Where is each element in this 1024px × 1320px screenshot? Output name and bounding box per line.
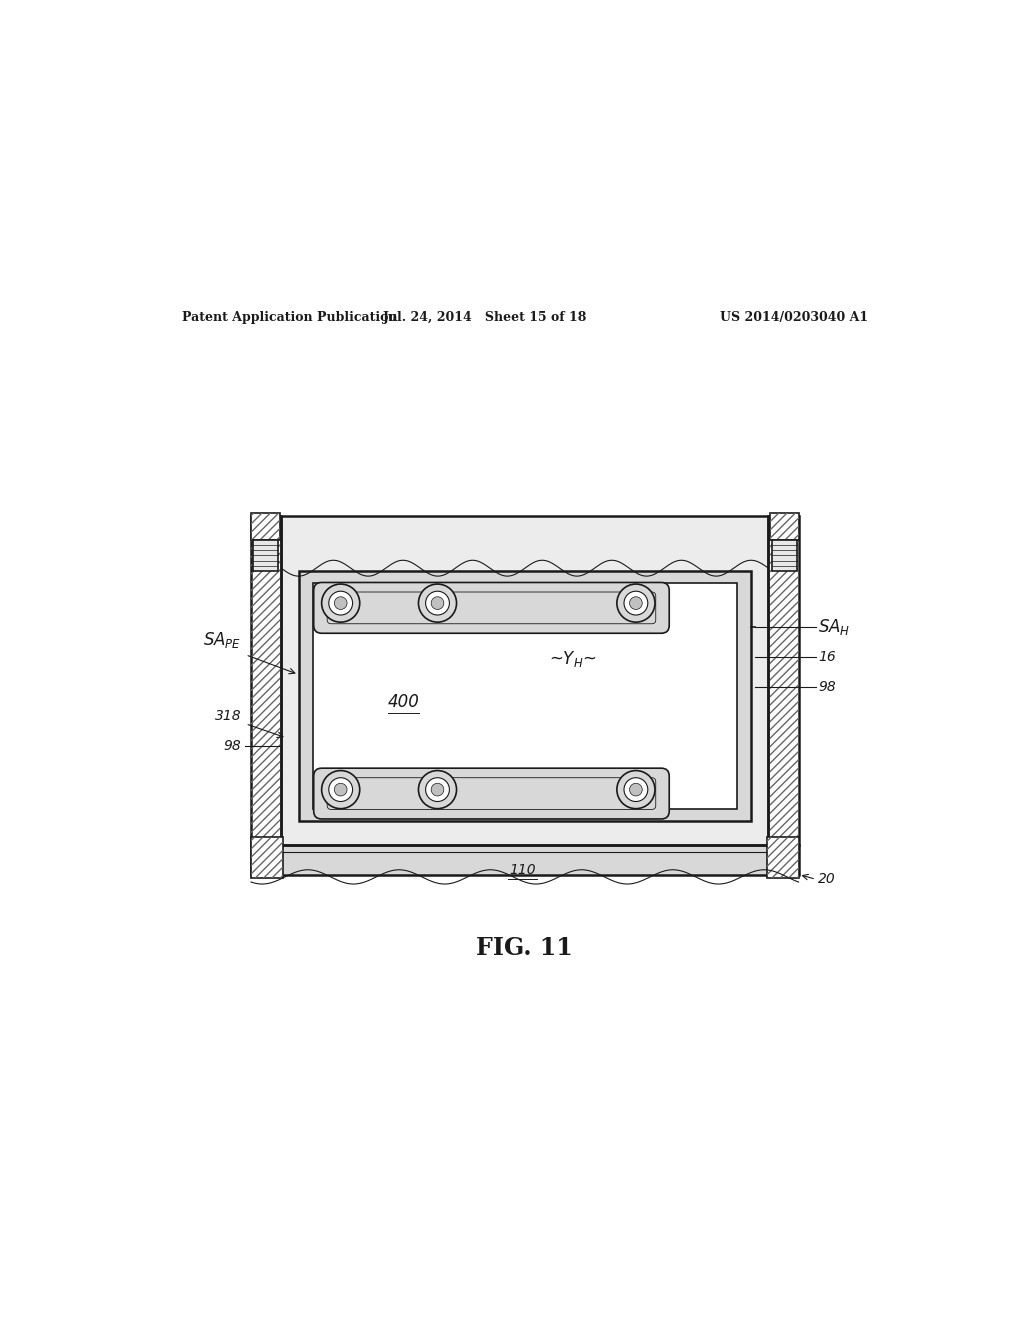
Bar: [282, 516, 768, 845]
Bar: [768, 516, 799, 845]
Bar: [251, 837, 283, 879]
Text: Patent Application Publication: Patent Application Publication: [182, 312, 397, 323]
Bar: [767, 837, 799, 879]
Text: FIG. 11: FIG. 11: [476, 936, 573, 961]
Circle shape: [624, 591, 648, 615]
Text: 400: 400: [387, 693, 419, 711]
Circle shape: [426, 777, 450, 801]
Bar: [251, 516, 282, 845]
Circle shape: [334, 597, 347, 610]
Circle shape: [322, 583, 359, 622]
FancyBboxPatch shape: [313, 582, 670, 634]
Circle shape: [616, 771, 655, 809]
Circle shape: [329, 591, 352, 615]
Text: 20: 20: [818, 873, 837, 886]
Circle shape: [431, 597, 443, 610]
Circle shape: [431, 783, 443, 796]
Bar: [768, 516, 799, 845]
Circle shape: [329, 777, 352, 801]
Text: 98: 98: [818, 680, 837, 694]
Circle shape: [419, 771, 457, 809]
Text: $SA_{PE}$: $SA_{PE}$: [203, 631, 242, 651]
Text: 318: 318: [215, 709, 242, 723]
Bar: [251, 516, 282, 845]
Circle shape: [630, 783, 642, 796]
Circle shape: [630, 597, 642, 610]
Bar: [313, 583, 736, 809]
Text: US 2014/0203040 A1: US 2014/0203040 A1: [720, 312, 867, 323]
Bar: [251, 845, 799, 875]
Circle shape: [419, 583, 457, 622]
Bar: [299, 572, 751, 821]
Text: 110: 110: [509, 863, 536, 876]
Text: 16: 16: [818, 649, 837, 664]
Bar: [770, 513, 799, 540]
Circle shape: [616, 583, 655, 622]
Bar: [772, 540, 797, 570]
Circle shape: [322, 771, 359, 809]
Text: $SA_H$: $SA_H$: [818, 616, 851, 638]
Bar: [253, 540, 278, 570]
Bar: [251, 513, 280, 540]
Circle shape: [624, 777, 648, 801]
Bar: [770, 513, 799, 540]
Bar: [251, 837, 283, 879]
Bar: [767, 837, 799, 879]
Circle shape: [334, 783, 347, 796]
FancyBboxPatch shape: [313, 768, 670, 818]
Bar: [251, 513, 280, 540]
Circle shape: [426, 591, 450, 615]
Text: 98: 98: [223, 739, 242, 752]
Bar: [282, 516, 768, 845]
Text: ~$Y_H$~: ~$Y_H$~: [549, 648, 596, 669]
Text: Jul. 24, 2014   Sheet 15 of 18: Jul. 24, 2014 Sheet 15 of 18: [383, 312, 588, 323]
